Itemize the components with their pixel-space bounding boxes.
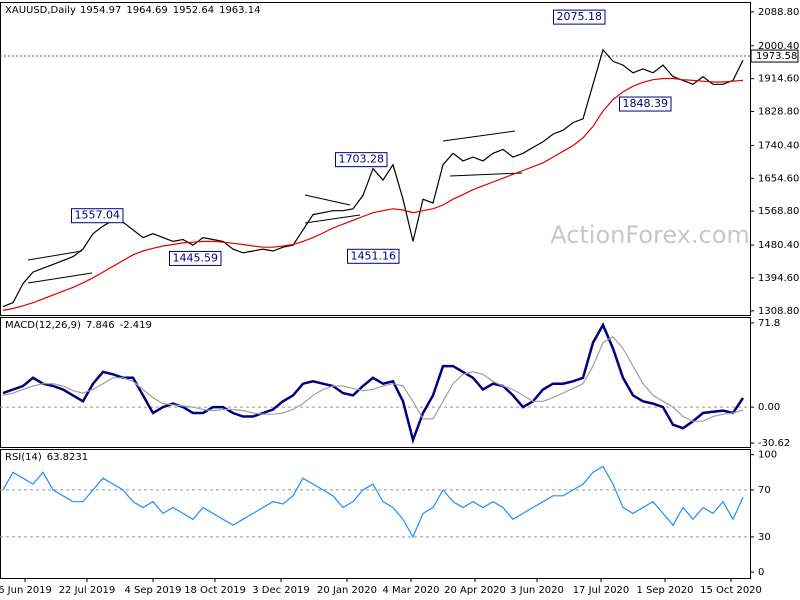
ohlc-value: 1954.97 xyxy=(80,5,121,16)
y-tick-label: 1480.40 xyxy=(758,240,799,251)
x-tick-label: 22 Jul 2019 xyxy=(59,585,116,596)
x-tick-label: 4 Mar 2020 xyxy=(382,585,439,596)
y-tick-label: 30 xyxy=(758,532,771,543)
channel-line xyxy=(27,272,93,284)
current-price-box xyxy=(750,49,799,63)
annotation-label: 1703.28 xyxy=(339,153,385,166)
ohlc-value: 1952.64 xyxy=(173,5,214,16)
trend-drawings xyxy=(27,130,523,284)
ohlc-value: 1963.14 xyxy=(219,5,260,16)
annotation-box xyxy=(335,152,388,168)
series-line xyxy=(2,77,744,311)
wedge-line xyxy=(304,194,351,206)
y-tick-label: 0 xyxy=(758,567,764,578)
annotation-box xyxy=(71,208,124,224)
price-panel xyxy=(0,2,751,316)
y-tick-label: 100 xyxy=(758,450,777,461)
x-tick-label: 3 Dec 2019 xyxy=(252,585,310,596)
x-tick-label: 20 Apr 2020 xyxy=(444,585,506,596)
annotation-box xyxy=(553,9,606,25)
x-tick-label: 4 Sep 2019 xyxy=(124,585,181,596)
y-tick-label: 1914.60 xyxy=(758,74,799,85)
x-tick-label: 1 Sep 2020 xyxy=(636,585,693,596)
x-tick-label: 20 Jan 2020 xyxy=(317,585,377,596)
y-tick-label: 1394.60 xyxy=(758,273,799,284)
series-line xyxy=(2,48,744,308)
macd-panel xyxy=(0,317,751,448)
series-line xyxy=(2,336,744,422)
annotation-box xyxy=(169,250,222,266)
x-tick-label: 3 Jun 2020 xyxy=(510,585,564,596)
y-tick-label: 1828.80 xyxy=(758,107,799,118)
ohlc-value: 1964.69 xyxy=(126,5,167,16)
y-tick-label: 2000.40 xyxy=(758,41,799,52)
y-tick-label: 71.8 xyxy=(758,318,780,329)
annotation-box xyxy=(619,96,672,112)
y-tick-label: 0.00 xyxy=(758,402,780,413)
annotation-label: 1451.16 xyxy=(351,249,397,262)
y-tick-label: -30.62 xyxy=(758,438,790,449)
macd-title: MACD(12,26,9) xyxy=(5,320,81,331)
indicator-value: 7.846 xyxy=(86,320,115,331)
indicator-value: 63.8231 xyxy=(47,452,88,463)
annotation-box xyxy=(347,248,400,264)
y-tick-label: 70 xyxy=(758,485,771,496)
current-price-label: 1973.58 xyxy=(756,51,797,62)
x-tick-label: 17 Jul 2020 xyxy=(573,585,630,596)
annotation-label: 2075.18 xyxy=(557,10,603,23)
y-tick-label: 2088.80 xyxy=(758,7,799,18)
watermark: ActionForex.com xyxy=(550,221,750,249)
series-line xyxy=(2,322,745,445)
y-tick-label: 1568.80 xyxy=(758,206,799,217)
symbol-label: XAUUSD,Daily xyxy=(5,5,76,16)
annotation-label: 1848.39 xyxy=(623,97,669,110)
wedge-line xyxy=(304,214,361,224)
x-tick-label: 15 Oct 2020 xyxy=(700,585,762,596)
y-tick-label: 1654.60 xyxy=(758,173,799,184)
series-line xyxy=(2,465,744,539)
y-tick-label: 1308.80 xyxy=(758,306,799,317)
channel-line xyxy=(442,130,516,142)
annotation-label: 1445.59 xyxy=(173,251,219,264)
x-tick-label: 6 Jun 2019 xyxy=(0,585,52,596)
annotation-label: 1557.04 xyxy=(75,209,121,222)
y-tick-label: 1740.40 xyxy=(758,140,799,151)
rsi-title: RSI(14) xyxy=(5,452,42,463)
indicator-value: -2.419 xyxy=(120,320,152,331)
channel-line xyxy=(27,250,83,261)
x-tick-label: 18 Oct 2019 xyxy=(184,585,246,596)
rsi-panel xyxy=(0,449,751,579)
channel-line xyxy=(449,172,523,177)
